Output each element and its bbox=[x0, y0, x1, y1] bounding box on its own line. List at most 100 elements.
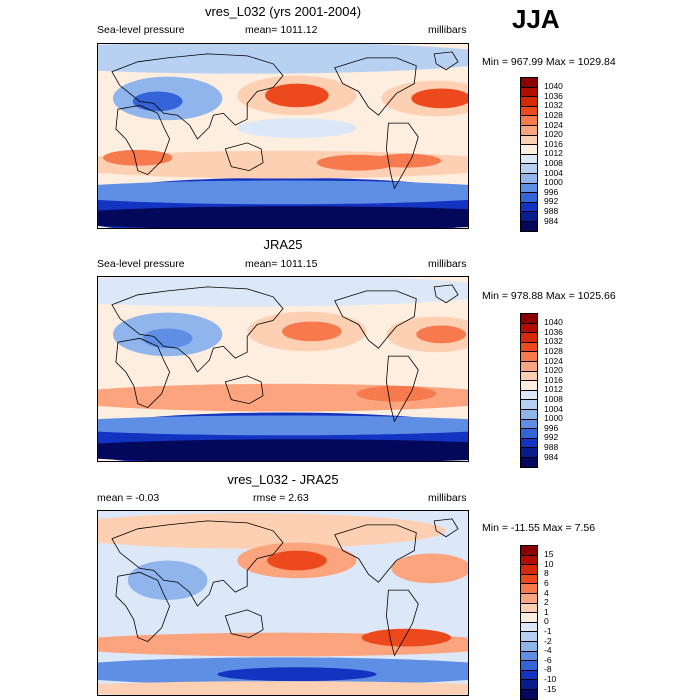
contour-region-north-blue bbox=[98, 44, 468, 74]
colorbar-tick-label: -10 bbox=[544, 673, 557, 684]
colorbar-tick-label: 1028 bbox=[544, 109, 563, 120]
panel-1-variable-label: Sea-level pressure bbox=[97, 24, 185, 36]
colorbar-tick-label: 996 bbox=[544, 422, 559, 433]
colorbar-tick-label: 1004 bbox=[544, 403, 563, 414]
panel-1-mean-label: mean= 1011.12 bbox=[245, 24, 318, 36]
colorbar-tick-label: 15 bbox=[544, 549, 554, 560]
contour-region-sh-negative-core bbox=[217, 667, 377, 682]
colorbar-tick-label: 6 bbox=[544, 577, 549, 588]
contour-region-sh-south-positive bbox=[98, 681, 468, 695]
contour-region-sh-high-core-atl bbox=[356, 385, 437, 402]
coastline-1 bbox=[115, 571, 171, 643]
contour-region-indian-negative bbox=[127, 560, 208, 601]
contour-region-natl-high-core bbox=[411, 88, 468, 109]
colorbar-tick-label: 2 bbox=[544, 597, 549, 608]
contour-region-sh-positive-core bbox=[361, 628, 452, 647]
contour-region-asia-low-core bbox=[132, 91, 183, 112]
panel-2-mean-label: mean= 1011.15 bbox=[245, 258, 318, 270]
contour-region-asia-low-core bbox=[142, 328, 193, 349]
panel-3-title: vres_L032 - JRA25 bbox=[227, 472, 339, 487]
colorbar-tick-label: 1036 bbox=[544, 90, 563, 101]
colorbar-tick-label: 1028 bbox=[544, 345, 563, 356]
colorbar-tick-label: 1008 bbox=[544, 393, 563, 404]
panel-1-map bbox=[97, 43, 469, 229]
colorbar-tick-label: 8 bbox=[544, 568, 549, 579]
colorbar-tick-label: 0 bbox=[544, 616, 549, 627]
panel-3-minmax: Min = -11.55 Max = 7.56 bbox=[482, 522, 596, 534]
colorbar-tick-label: -4 bbox=[544, 645, 552, 656]
colorbar-tick-label: -8 bbox=[544, 664, 552, 675]
panel-1-minmax: Min = 967.99 Max = 1029.84 bbox=[482, 56, 616, 68]
colorbar-tick-label: 10 bbox=[544, 558, 554, 569]
contour-field bbox=[98, 511, 468, 695]
panel-3-rmse-label: rmse = 2.63 bbox=[253, 492, 309, 504]
colorbar-tick-label: -1 bbox=[544, 625, 552, 636]
panel-2-units-label: millibars bbox=[428, 258, 467, 270]
contour-region-eq-pale bbox=[237, 118, 357, 138]
colorbar-tick-label: 1012 bbox=[544, 148, 563, 159]
colorbar-tick-label: 1040 bbox=[544, 317, 563, 328]
colorbar-tick-label: 1036 bbox=[544, 326, 563, 337]
coastline-2 bbox=[224, 609, 264, 639]
contour-region-sh-deep-band bbox=[98, 439, 468, 461]
contour-region-sh-blue-band bbox=[98, 180, 468, 205]
contour-region-north-blue bbox=[98, 277, 468, 307]
coastline-3 bbox=[334, 57, 417, 116]
panel-3-units-label: millibars bbox=[428, 492, 467, 504]
colorbar-tick-label: 1020 bbox=[544, 129, 563, 140]
contour-region-npac-positive-core bbox=[267, 550, 327, 571]
panel-2-map bbox=[97, 276, 469, 462]
coastline-2 bbox=[224, 375, 264, 405]
colorbar-tick-label: 984 bbox=[544, 451, 559, 462]
contour-region-npac-high-core bbox=[265, 83, 329, 108]
colorbar-tick-label: 1024 bbox=[544, 119, 563, 130]
colorbar-tick-label: 1032 bbox=[544, 336, 563, 347]
colorbar-tick-label: 1000 bbox=[544, 413, 563, 424]
colorbar-tick-label: 992 bbox=[544, 196, 559, 207]
coastline-5 bbox=[433, 518, 459, 538]
colorbar-tick-label: 984 bbox=[544, 215, 559, 226]
colorbar-tick-label: -15 bbox=[544, 683, 557, 694]
colorbar-tick-label: 996 bbox=[544, 186, 559, 197]
coastline-5 bbox=[433, 284, 459, 304]
coastline-0 bbox=[111, 286, 284, 373]
panel-3-map bbox=[97, 510, 469, 696]
coastline-1 bbox=[115, 337, 171, 409]
coastline-5 bbox=[433, 51, 459, 71]
coastline-3 bbox=[334, 290, 417, 349]
colorbar-tick-label: 1004 bbox=[544, 167, 563, 178]
colorbar-tick-label: 988 bbox=[544, 205, 559, 216]
colorbar-tick-label: -6 bbox=[544, 654, 552, 665]
season-label: JJA bbox=[512, 4, 560, 34]
contour-region-natl-positive bbox=[391, 553, 468, 584]
panel-1-title: vres_L032 (yrs 2001-2004) bbox=[204, 4, 362, 19]
contour-field bbox=[98, 277, 468, 461]
coastline-0 bbox=[111, 520, 284, 607]
colorbar-tick-label: 988 bbox=[544, 441, 559, 452]
coastline-1 bbox=[115, 104, 171, 176]
colorbar-tick-label: 1040 bbox=[544, 81, 563, 92]
colorbar-swatch bbox=[520, 457, 538, 468]
coastline-3 bbox=[334, 524, 417, 583]
contour-region-natl-high-core bbox=[416, 325, 467, 344]
coastline-0 bbox=[111, 53, 284, 140]
contour-region-sh-high-core-pac bbox=[371, 153, 442, 168]
colorbar-tick-label: -2 bbox=[544, 635, 552, 646]
panel-2-minmax: Min = 978.88 Max = 1025.66 bbox=[482, 290, 616, 302]
contour-region-sh-blue-band bbox=[98, 415, 468, 436]
panel-2-variable-label: Sea-level pressure bbox=[97, 258, 185, 270]
colorbar-tick-label: 1016 bbox=[544, 374, 563, 385]
colorbar-swatch bbox=[520, 689, 538, 700]
colorbar-tick-label: 1 bbox=[544, 606, 549, 617]
contour-region-sh-deep-band bbox=[98, 206, 468, 228]
colorbar-tick-label: 1008 bbox=[544, 157, 563, 168]
colorbar-tick-label: 1032 bbox=[544, 100, 563, 111]
colorbar-tick-label: 992 bbox=[544, 432, 559, 443]
coastline-4 bbox=[386, 355, 419, 423]
colorbar-tick-label: 1020 bbox=[544, 365, 563, 376]
colorbar-tick-label: 1016 bbox=[544, 138, 563, 149]
coastline-2 bbox=[224, 142, 264, 172]
panel-1-units-label: millibars bbox=[428, 24, 467, 36]
coastline-4 bbox=[386, 589, 419, 657]
panel-3-mean-label: mean = -0.03 bbox=[97, 492, 160, 504]
